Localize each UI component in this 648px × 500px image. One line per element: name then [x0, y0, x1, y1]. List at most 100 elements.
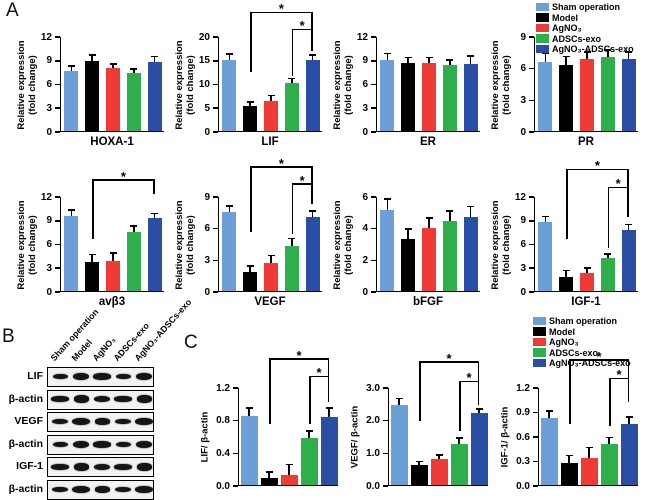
sig-bracket-left — [609, 379, 611, 427]
plot-area: 0 2 4 6 — [362, 192, 480, 298]
legend-label: AgNO₃-ADSCs-exo — [549, 358, 631, 368]
sig-bracket-top — [92, 179, 155, 181]
bar-model — [243, 105, 258, 131]
error-bar-stem — [268, 472, 270, 479]
bar-adscs-exo — [126, 231, 141, 291]
sig-bracket-left — [566, 170, 568, 239]
error-bar-cap — [288, 237, 296, 240]
error-bar-cap — [604, 49, 612, 51]
sig-bracket-left — [419, 362, 421, 422]
y-tick-mark — [528, 67, 534, 70]
error-bar-stem — [153, 57, 156, 63]
error-bar-cap — [565, 454, 573, 457]
y-tick-label: 0.4 — [216, 447, 230, 459]
blot-band — [135, 372, 153, 381]
legend-color-swatch — [533, 358, 546, 368]
legend-color-swatch — [533, 337, 546, 347]
error-bar-cap — [265, 471, 273, 473]
blot-band — [51, 486, 69, 493]
error-bar-stem — [228, 55, 231, 60]
legend-label: AgNO₃ — [552, 23, 582, 33]
x-axis-title: ER — [420, 136, 436, 148]
sig-star: * — [296, 347, 302, 363]
error-bar-cap — [467, 55, 475, 57]
panel-b-label: B — [2, 326, 15, 347]
y-tick-label: 9 — [362, 55, 368, 67]
y-tick-mark — [528, 267, 534, 270]
error-bar-stem — [407, 58, 409, 63]
y-tick-label: 4 — [362, 223, 368, 235]
sig-star: * — [446, 350, 452, 366]
y-tick-mark — [370, 131, 376, 133]
error-bar-stem — [607, 50, 609, 58]
bar-adscs-exo — [442, 65, 457, 131]
y-tick-mark — [212, 59, 218, 62]
sig-bracket-top — [459, 380, 479, 383]
y-tick-label: 1.0 — [366, 447, 380, 459]
y-tick-mark — [528, 243, 534, 246]
error-bar-stem — [70, 66, 73, 71]
error-bar-stem — [249, 266, 251, 272]
error-bar-stem — [469, 207, 472, 217]
sig-bracket-top — [291, 28, 313, 31]
y-tick-mark — [528, 131, 534, 133]
y-tick-mark — [212, 259, 218, 262]
blot-band — [114, 486, 132, 493]
error-bar-cap — [562, 269, 570, 272]
bar-chart-pr: Relative expression (fold change) 0 3 6 9 PR — [486, 0, 644, 154]
y-tick-label: 0 — [362, 126, 368, 138]
error-bar-cap — [404, 56, 412, 59]
legend-item-agno-: AgNO₃ — [533, 337, 631, 347]
y-tick-label: 9 — [204, 191, 210, 203]
x-axis-title: LIF — [261, 136, 279, 148]
error-bar-cap — [67, 65, 75, 67]
bar-agno-adscs-exo — [470, 413, 488, 485]
y-axis-label-line: (fold change) — [185, 214, 196, 275]
plot-area: 0.0 1.0 2.0 3.0 * * — [366, 352, 488, 492]
blot-band — [114, 396, 132, 402]
error-bar-stem — [544, 217, 547, 223]
x-axis-title: bFGF — [412, 296, 444, 308]
sig-bracket-left — [309, 377, 311, 425]
error-bar-cap — [383, 198, 391, 200]
y-tick-label: 12 — [356, 31, 368, 43]
error-bar-stem — [586, 268, 588, 273]
y-tick-mark — [212, 36, 218, 38]
y-tick-label: 0.9 — [516, 407, 530, 418]
bar-model — [260, 478, 278, 485]
error-bar-stem — [568, 456, 570, 463]
y-tick-label: 0 — [362, 286, 368, 298]
blot-strip — [47, 367, 154, 387]
y-tick-label: 5 — [204, 102, 210, 114]
sig-bracket-left — [607, 188, 610, 249]
error-bar-stem — [407, 230, 409, 239]
error-bar-stem — [548, 411, 550, 419]
error-bar-cap — [605, 436, 613, 439]
error-bar-stem — [449, 60, 451, 66]
bar-agno- — [106, 260, 120, 291]
sig-bracket-top — [291, 183, 313, 185]
y-tick-mark — [532, 460, 538, 463]
panel-c-label: C — [184, 332, 198, 353]
y-tick-label: 3 — [520, 94, 526, 106]
error-bar-cap — [267, 94, 275, 97]
error-bar-cap — [425, 56, 433, 59]
bar-agno-adscs-exo — [463, 216, 478, 291]
error-bar-stem — [469, 56, 472, 64]
error-bar-stem — [291, 239, 293, 246]
legend-item-model: Model — [533, 327, 631, 337]
error-bar-stem — [565, 271, 567, 277]
y-tick-label: 0.0 — [216, 480, 230, 492]
y-tick-label: 6 — [520, 239, 526, 250]
legend-item-adscs-exo: ADSCs-exo — [533, 348, 631, 358]
error-bar-cap — [583, 267, 591, 269]
error-bar-cap — [545, 409, 553, 412]
error-bar-cap — [467, 205, 475, 208]
error-bar-stem — [438, 455, 440, 459]
error-bar-cap — [585, 446, 593, 449]
sig-star: * — [278, 1, 284, 17]
error-bar-stem — [311, 55, 314, 60]
bar-model — [401, 238, 416, 291]
y-tick-mark — [212, 83, 218, 86]
bar-chart-igf1: Relative expression (fold change) 0 3 6 9 12 * *… — [486, 159, 644, 314]
